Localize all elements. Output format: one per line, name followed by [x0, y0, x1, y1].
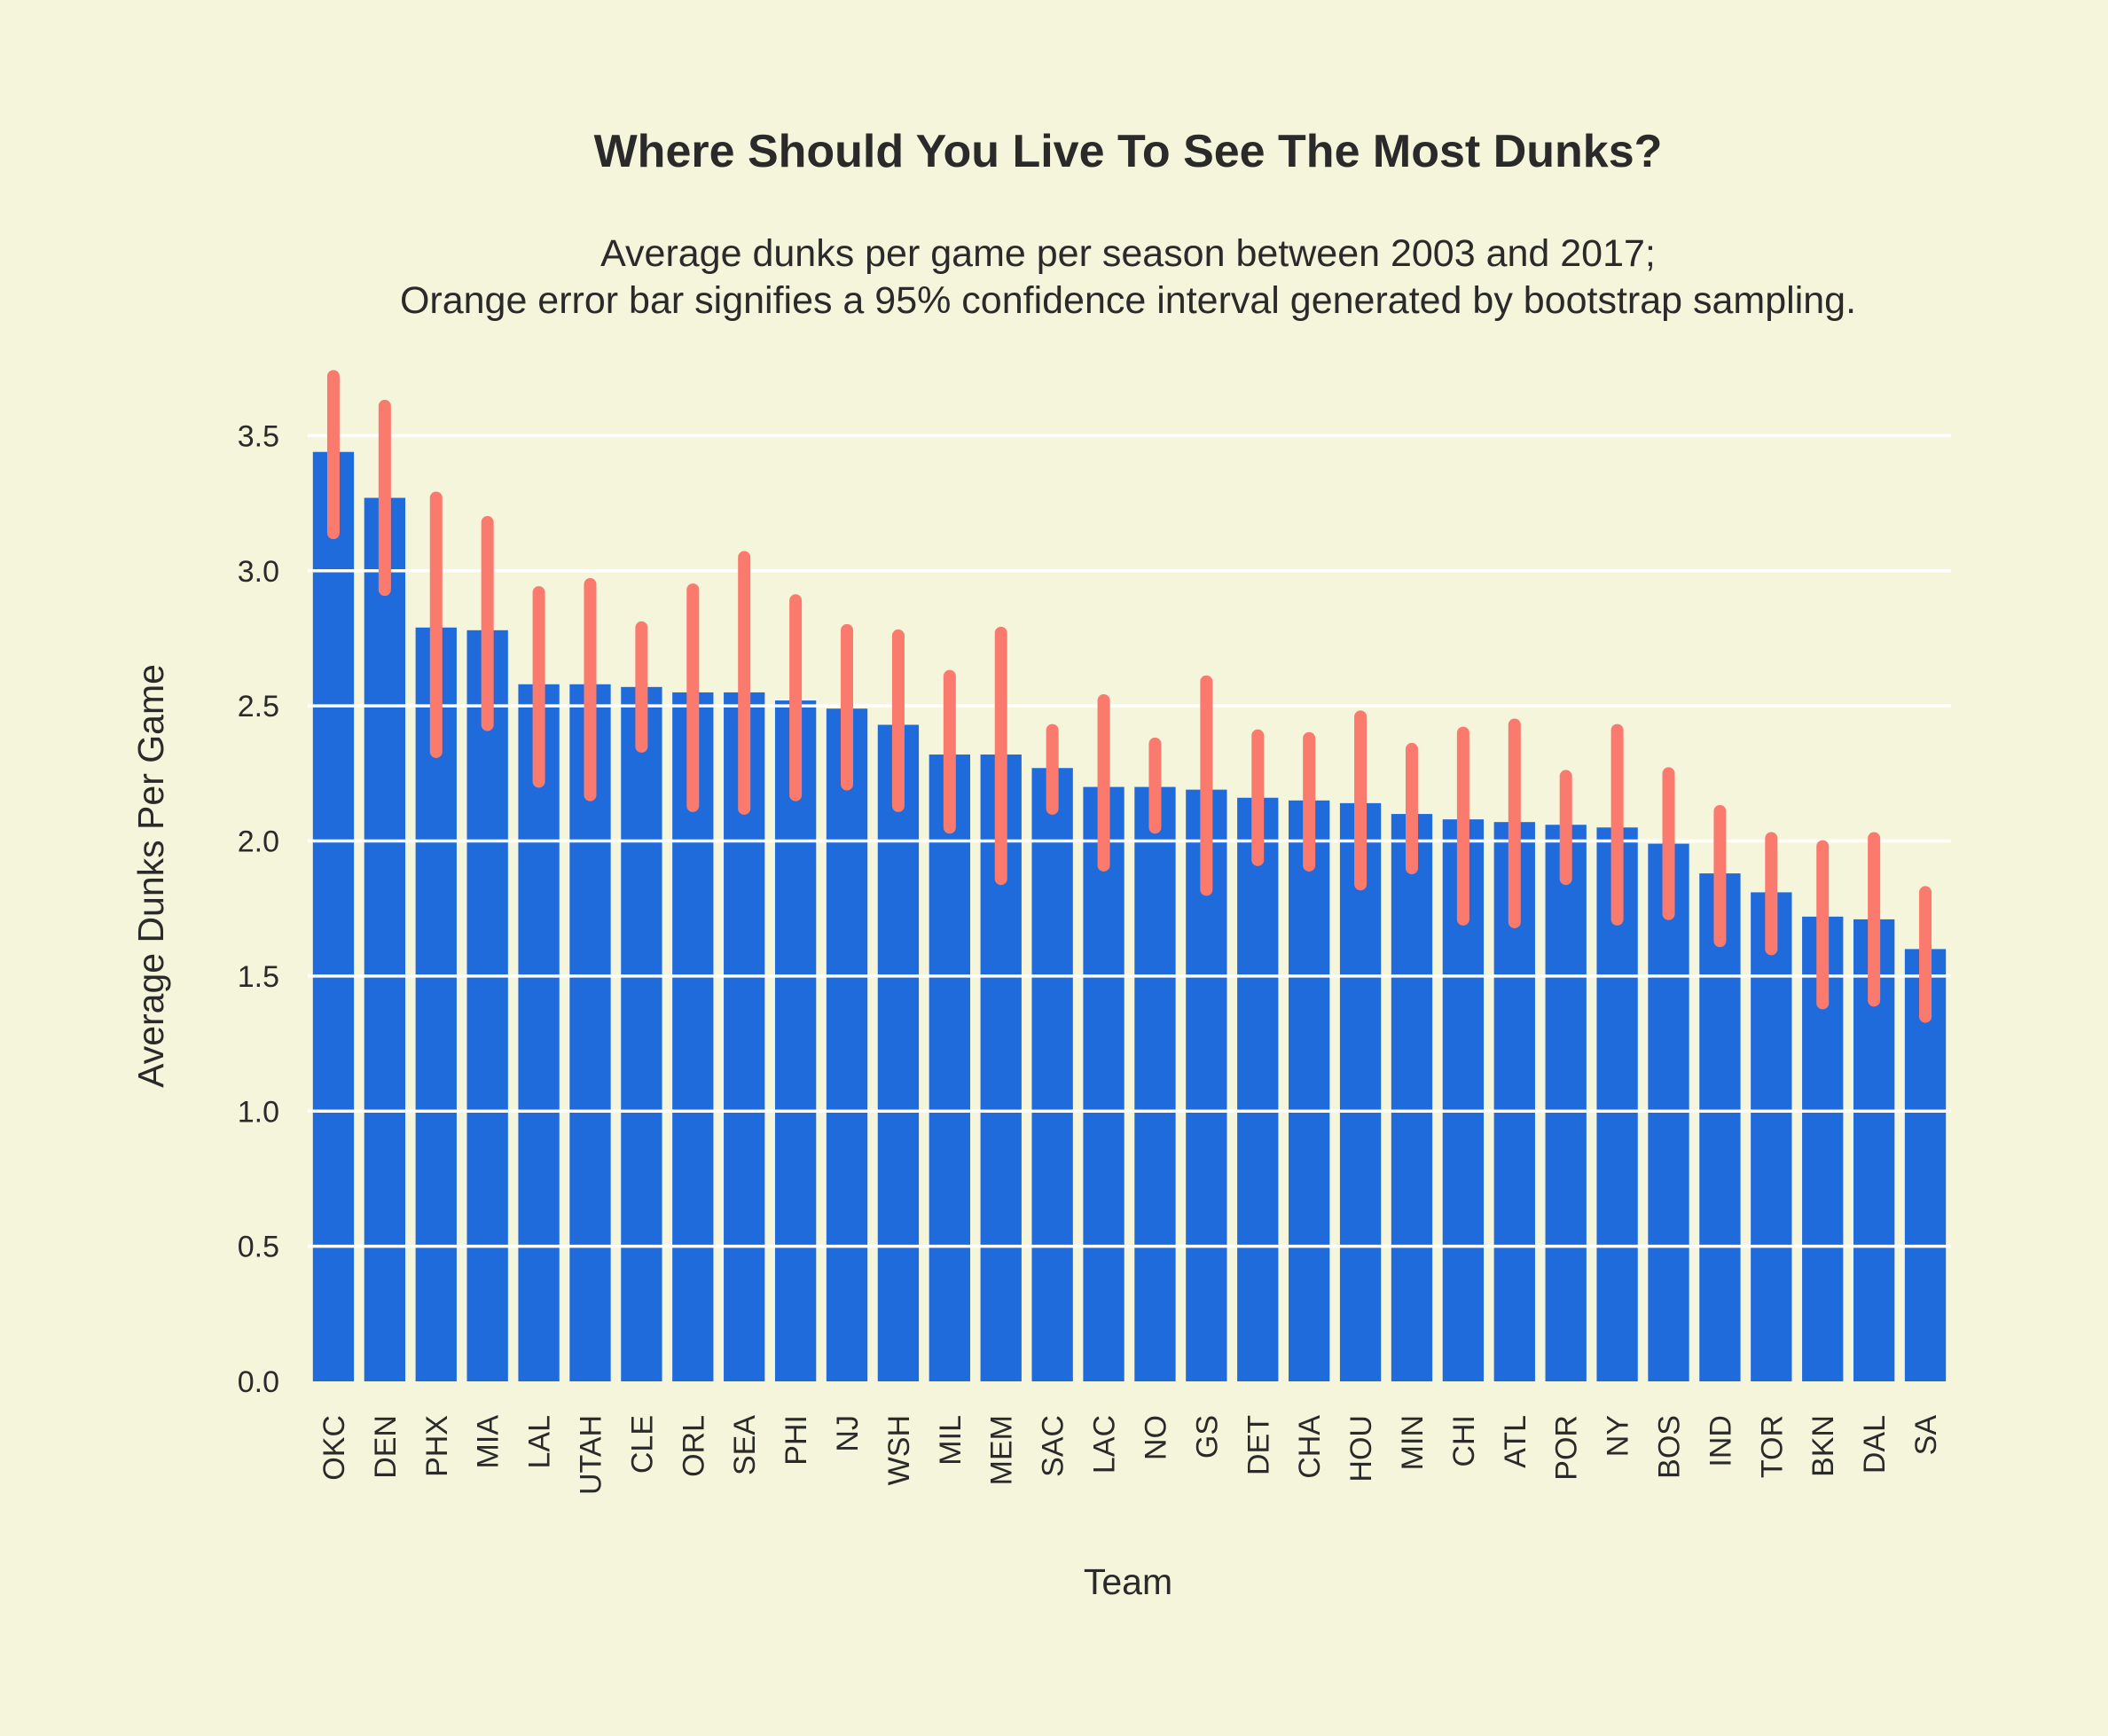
bar-no — [1134, 786, 1176, 1381]
y-tick-label-4: 2.0 — [238, 825, 279, 859]
x-tick-label-dal: DAL — [1858, 1415, 1892, 1474]
y-axis-label: Average Dunks Per Game — [130, 664, 171, 1088]
x-tick-label-min: MIN — [1396, 1415, 1430, 1470]
y-axis-ticks: 0.0 0.5 1.0 1.5 2.0 2.5 3.0 3.5 — [238, 419, 279, 1399]
x-tick-label-orl: ORL — [677, 1415, 710, 1477]
x-tick-label-phx: PHX — [420, 1415, 454, 1477]
bar-mil — [929, 755, 970, 1381]
x-tick-label-tor: TOR — [1755, 1415, 1789, 1478]
bar-cha — [1289, 800, 1330, 1381]
x-tick-label-utah: UTAH — [574, 1415, 607, 1495]
x-tick-label-wsh: WSH — [882, 1415, 916, 1485]
chart-subtitle-line-2: Orange error bar signifies a 95% confide… — [400, 279, 1856, 322]
bar-min — [1391, 814, 1433, 1381]
plot-grid — [308, 434, 1951, 1248]
chart-title: Where Should You Live To See The Most Du… — [594, 126, 1663, 177]
y-tick-label-5: 2.5 — [238, 690, 279, 723]
x-tick-label-bos: BOS — [1653, 1415, 1687, 1479]
x-tick-label-lac: LAC — [1088, 1415, 1122, 1474]
x-tick-label-mil: MIL — [934, 1415, 968, 1466]
bar-okc — [312, 451, 355, 1382]
bar-mia — [466, 629, 508, 1381]
chart-subtitle-line-1: Average dunks per game per season betwee… — [600, 232, 1656, 275]
bar-por — [1545, 825, 1587, 1381]
bar-hou — [1339, 802, 1382, 1381]
bar-lac — [1083, 786, 1125, 1381]
y-tick-label-6: 3.0 — [238, 555, 279, 589]
x-tick-label-sa: SA — [1909, 1415, 1943, 1456]
bar-sac — [1031, 768, 1073, 1381]
bar-lal — [518, 684, 560, 1381]
x-tick-label-bkn: BKN — [1806, 1415, 1840, 1477]
x-axis-ticks: OKC DEN PHX MIA LAL UTAH CLE ORL SEA PHI NJ WSH MIL M… — [317, 1415, 1943, 1495]
x-tick-label-det: DET — [1242, 1415, 1275, 1475]
x-tick-label-den: DEN — [369, 1415, 403, 1479]
bar-den — [364, 497, 406, 1381]
bar-phi — [774, 700, 817, 1381]
y-tick-label-2: 1.0 — [238, 1095, 279, 1129]
bar-cle — [621, 686, 662, 1381]
x-tick-label-lal: LAL — [523, 1415, 557, 1469]
x-tick-label-hou: HOU — [1344, 1415, 1378, 1482]
x-tick-label-mem: MEM — [985, 1415, 1019, 1485]
x-tick-label-ind: IND — [1704, 1415, 1737, 1467]
x-tick-label-ny: NY — [1602, 1415, 1635, 1457]
y-tick-label-3: 1.5 — [238, 960, 279, 994]
y-tick-label-0: 0.0 — [238, 1365, 279, 1399]
x-tick-label-atl: ATL — [1499, 1415, 1532, 1468]
x-tick-label-chi: CHI — [1447, 1415, 1481, 1467]
x-tick-label-cle: CLE — [625, 1415, 659, 1474]
bar-ind — [1699, 873, 1741, 1381]
x-tick-label-mia: MIA — [472, 1415, 505, 1469]
x-tick-label-sea: SEA — [728, 1415, 762, 1475]
y-tick-label-1: 0.5 — [238, 1231, 279, 1264]
bar-wsh — [877, 724, 920, 1381]
bar-nj — [826, 708, 868, 1381]
x-tick-label-okc: OKC — [317, 1415, 351, 1481]
bar-tor — [1751, 892, 1792, 1381]
x-tick-label-no: NO — [1139, 1415, 1172, 1460]
x-tick-label-sac: SAC — [1037, 1415, 1070, 1477]
x-tick-label-nj: NJ — [831, 1415, 865, 1452]
plot-error-bars — [326, 370, 1932, 1023]
x-tick-label-phi: PHI — [780, 1415, 813, 1466]
x-tick-label-cha: CHA — [1293, 1415, 1327, 1479]
x-tick-label-gs: GS — [1190, 1415, 1224, 1458]
x-axis-label: Team — [1084, 1561, 1172, 1602]
y-tick-label-7: 3.5 — [238, 419, 279, 453]
x-tick-label-por: POR — [1550, 1415, 1584, 1481]
bar-det — [1237, 797, 1279, 1381]
